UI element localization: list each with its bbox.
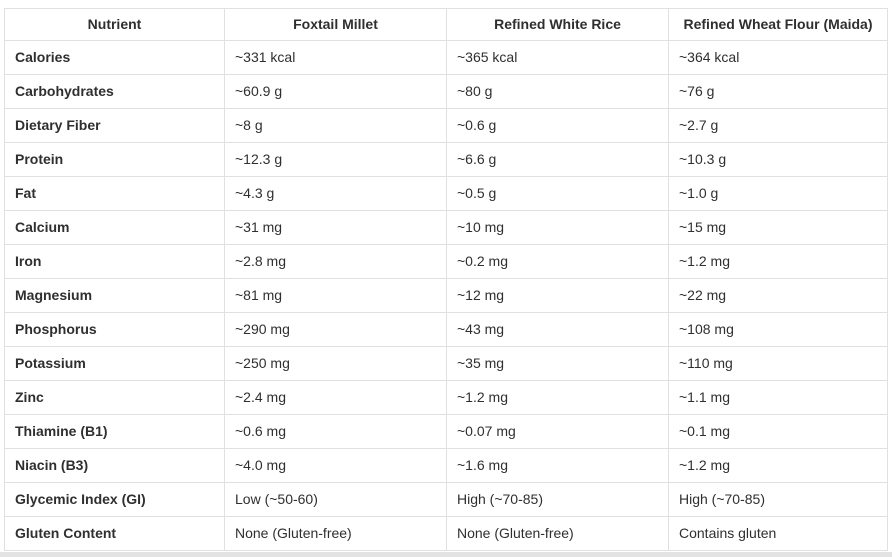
table-row-carbohydrates: Carbohydrates ~60.9 g ~80 g ~76 g: [4, 74, 888, 109]
column-header-refined-wheat-flour: Refined Wheat Flour (Maida): [668, 8, 888, 41]
value-cell: ~331 kcal: [224, 40, 447, 75]
nutrient-cell: Protein: [4, 142, 225, 177]
table-row-zinc: Zinc ~2.4 mg ~1.2 mg ~1.1 mg: [4, 380, 888, 415]
value-cell: ~0.6 g: [446, 108, 669, 143]
nutrient-cell: Calories: [4, 40, 225, 75]
value-cell: ~22 mg: [668, 278, 888, 313]
table-row-protein: Protein ~12.3 g ~6.6 g ~10.3 g: [4, 142, 888, 177]
value-cell: ~2.7 g: [668, 108, 888, 143]
value-cell: ~250 mg: [224, 346, 447, 381]
column-header-foxtail-millet: Foxtail Millet: [224, 8, 447, 41]
table-row-potassium: Potassium ~250 mg ~35 mg ~110 mg: [4, 346, 888, 381]
value-cell: ~76 g: [668, 74, 888, 109]
value-cell: ~1.1 mg: [668, 380, 888, 415]
table-row-gluten-content: Gluten Content None (Gluten-free) None (…: [4, 516, 888, 551]
value-cell: ~108 mg: [668, 312, 888, 347]
header-row: Nutrient Foxtail Millet Refined White Ri…: [4, 8, 888, 41]
value-cell: ~4.0 mg: [224, 448, 447, 483]
value-cell: ~1.2 mg: [668, 448, 888, 483]
value-cell: ~2.8 mg: [224, 244, 447, 279]
table-row-magnesium: Magnesium ~81 mg ~12 mg ~22 mg: [4, 278, 888, 313]
value-cell: ~0.2 mg: [446, 244, 669, 279]
value-cell: ~110 mg: [668, 346, 888, 381]
table-row-thiamine-b1: Thiamine (B1) ~0.6 mg ~0.07 mg ~0.1 mg: [4, 414, 888, 449]
value-cell: ~31 mg: [224, 210, 447, 245]
column-header-nutrient: Nutrient: [4, 8, 225, 41]
value-cell: ~1.0 g: [668, 176, 888, 211]
nutrient-cell: Iron: [4, 244, 225, 279]
value-cell: ~0.6 mg: [224, 414, 447, 449]
table-row-fat: Fat ~4.3 g ~0.5 g ~1.0 g: [4, 176, 888, 211]
nutrient-cell: Gluten Content: [4, 516, 225, 551]
table-row-iron: Iron ~2.8 mg ~0.2 mg ~1.2 mg: [4, 244, 888, 279]
nutrient-cell: Potassium: [4, 346, 225, 381]
value-cell: ~81 mg: [224, 278, 447, 313]
value-cell: ~12.3 g: [224, 142, 447, 177]
value-cell: Low (~50-60): [224, 482, 447, 517]
value-cell: None (Gluten-free): [224, 516, 447, 551]
table-row-niacin-b3: Niacin (B3) ~4.0 mg ~1.6 mg ~1.2 mg: [4, 448, 888, 483]
value-cell: ~1.2 mg: [446, 380, 669, 415]
table-row-phosphorus: Phosphorus ~290 mg ~43 mg ~108 mg: [4, 312, 888, 347]
value-cell: ~15 mg: [668, 210, 888, 245]
value-cell: ~2.4 mg: [224, 380, 447, 415]
horizontal-scrollbar-track[interactable]: [0, 552, 892, 557]
column-header-refined-white-rice: Refined White Rice: [446, 8, 669, 41]
nutrient-cell: Carbohydrates: [4, 74, 225, 109]
value-cell: ~290 mg: [224, 312, 447, 347]
table-row-dietary-fiber: Dietary Fiber ~8 g ~0.6 g ~2.7 g: [4, 108, 888, 143]
value-cell: None (Gluten-free): [446, 516, 669, 551]
nutrient-cell: Calcium: [4, 210, 225, 245]
nutrient-cell: Niacin (B3): [4, 448, 225, 483]
table-row-calories: Calories ~331 kcal ~365 kcal ~364 kcal: [4, 40, 888, 75]
value-cell: ~0.1 mg: [668, 414, 888, 449]
value-cell: ~12 mg: [446, 278, 669, 313]
value-cell: ~365 kcal: [446, 40, 669, 75]
value-cell: ~10 mg: [446, 210, 669, 245]
nutrient-cell: Thiamine (B1): [4, 414, 225, 449]
value-cell: ~35 mg: [446, 346, 669, 381]
value-cell: Contains gluten: [668, 516, 888, 551]
value-cell: ~80 g: [446, 74, 669, 109]
nutrient-cell: Glycemic Index (GI): [4, 482, 225, 517]
value-cell: High (~70-85): [446, 482, 669, 517]
value-cell: ~364 kcal: [668, 40, 888, 75]
nutrient-cell: Dietary Fiber: [4, 108, 225, 143]
value-cell: High (~70-85): [668, 482, 888, 517]
value-cell: ~6.6 g: [446, 142, 669, 177]
value-cell: ~60.9 g: [224, 74, 447, 109]
value-cell: ~43 mg: [446, 312, 669, 347]
value-cell: ~8 g: [224, 108, 447, 143]
nutrient-cell: Phosphorus: [4, 312, 225, 347]
nutrient-cell: Zinc: [4, 380, 225, 415]
value-cell: ~0.5 g: [446, 176, 669, 211]
value-cell: ~1.6 mg: [446, 448, 669, 483]
nutrition-comparison-table: Nutrient Foxtail Millet Refined White Ri…: [4, 8, 888, 551]
table-row-calcium: Calcium ~31 mg ~10 mg ~15 mg: [4, 210, 888, 245]
value-cell: ~0.07 mg: [446, 414, 669, 449]
value-cell: ~10.3 g: [668, 142, 888, 177]
value-cell: ~1.2 mg: [668, 244, 888, 279]
table-row-glycemic-index: Glycemic Index (GI) Low (~50-60) High (~…: [4, 482, 888, 517]
nutrient-cell: Fat: [4, 176, 225, 211]
value-cell: ~4.3 g: [224, 176, 447, 211]
nutrient-cell: Magnesium: [4, 278, 225, 313]
